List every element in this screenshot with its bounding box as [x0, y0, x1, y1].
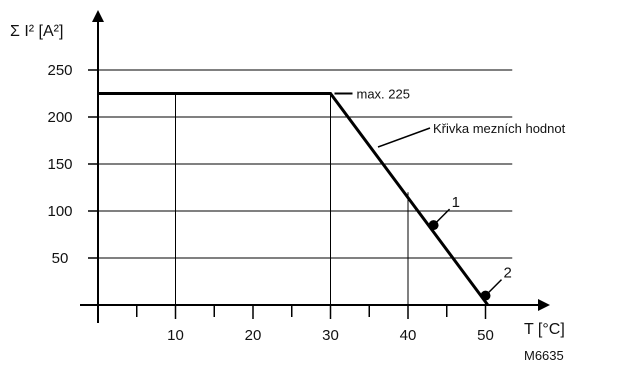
- x-tick-label-40: 40: [400, 327, 417, 344]
- max-label: max. 225: [357, 87, 410, 102]
- x-tick-label-20: 20: [245, 327, 262, 344]
- curve-label: Křivka mezních hodnot: [433, 121, 566, 136]
- grid: [98, 69, 513, 305]
- point-label-1: 1: [452, 194, 460, 211]
- axes: [80, 10, 550, 323]
- y-tick-label-250: 250: [47, 62, 72, 79]
- annotation-layer: 12: [334, 92, 512, 297]
- curve-layer: [98, 92, 491, 306]
- x-axis-title: T [°C]: [524, 321, 565, 338]
- x-tick-label-30: 30: [322, 327, 339, 344]
- point-1-leader: [433, 208, 451, 226]
- y-tick-label-200: 200: [47, 109, 72, 126]
- point-label-2: 2: [504, 265, 512, 282]
- y-tick-label-100: 100: [47, 203, 72, 220]
- y-axis-title: Σ I² [A²]: [10, 23, 63, 40]
- ticks: 50 100 150 200 250 10 20 30 40 50: [47, 62, 493, 344]
- x-tick-label-50: 50: [477, 327, 494, 344]
- x-tick-label-10: 10: [167, 327, 184, 344]
- y-tick-label-150: 150: [47, 156, 72, 173]
- text-layer: Σ I² [A²] T [°C] max. 225 Křivka mezních…: [10, 23, 566, 363]
- figure-code: M6635: [524, 348, 564, 363]
- point-2-leader: [484, 279, 503, 297]
- curve-label-leader: [377, 127, 431, 148]
- y-tick-label-50: 50: [52, 250, 69, 267]
- limit-curve: [98, 92, 490, 306]
